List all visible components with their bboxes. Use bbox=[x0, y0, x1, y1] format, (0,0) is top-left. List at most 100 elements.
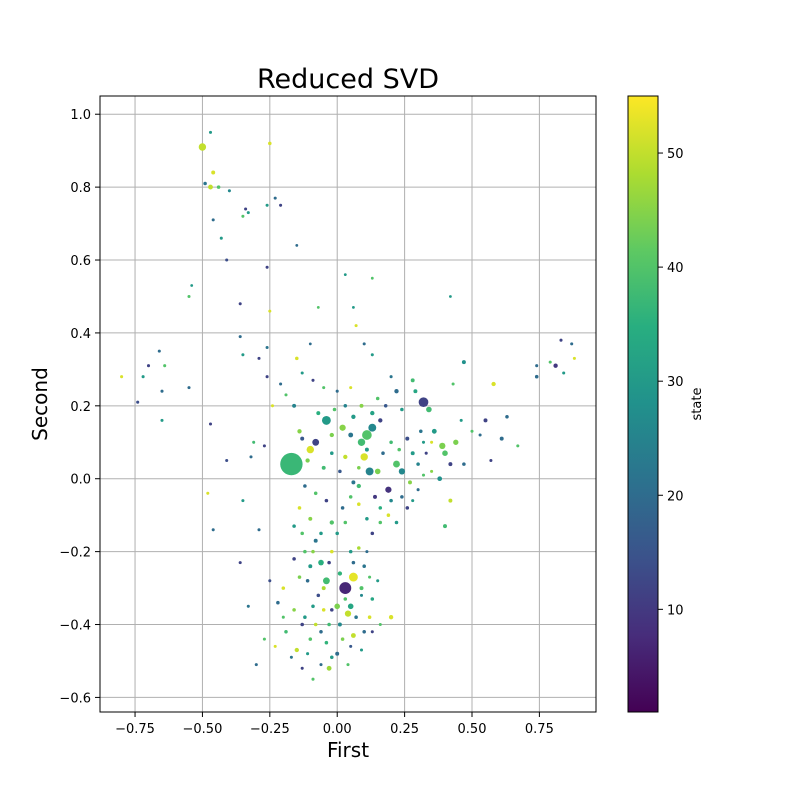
scatter-point bbox=[246, 211, 250, 215]
scatter-point bbox=[311, 378, 315, 382]
scatter-point bbox=[270, 404, 275, 408]
scatter-point bbox=[419, 429, 423, 434]
y-tick-label: 1.0 bbox=[70, 108, 91, 123]
chart-title: Reduced SVD bbox=[257, 64, 439, 95]
scatter-point bbox=[316, 306, 320, 309]
colorbar-tick-label: 10 bbox=[667, 603, 684, 618]
scatter-point bbox=[308, 516, 313, 521]
scatter-point bbox=[136, 400, 140, 404]
scatter-point bbox=[198, 143, 207, 151]
scatter-point bbox=[225, 458, 229, 463]
scatter-point bbox=[343, 520, 348, 525]
scatter-point bbox=[343, 404, 348, 408]
scatter-point bbox=[319, 663, 323, 667]
scatter-point bbox=[187, 386, 191, 390]
y-tick-label: 0.8 bbox=[70, 181, 91, 196]
colorbar-tick-label: 30 bbox=[667, 375, 684, 390]
scatter-point bbox=[373, 494, 377, 499]
scatter-point bbox=[416, 462, 420, 466]
scatter-point bbox=[300, 666, 304, 670]
scatter-point bbox=[400, 495, 404, 499]
scatter-point bbox=[430, 469, 434, 473]
scatter-point bbox=[461, 360, 466, 365]
scatter-point bbox=[421, 440, 426, 444]
scatter-point bbox=[327, 560, 331, 565]
scatter-point bbox=[312, 438, 320, 446]
scatter-point bbox=[208, 130, 213, 134]
scatter-point bbox=[413, 389, 418, 394]
scatter-point bbox=[376, 579, 380, 583]
scatter-point bbox=[386, 513, 391, 517]
scatter-point bbox=[359, 593, 364, 597]
scatter-point bbox=[238, 302, 242, 306]
scatter-point bbox=[300, 371, 304, 375]
scatter-point bbox=[303, 615, 307, 619]
scatter-point bbox=[225, 258, 229, 262]
scatter-point bbox=[449, 295, 452, 298]
scatter-point bbox=[300, 436, 305, 441]
scatter-point bbox=[348, 572, 358, 582]
scatter-point bbox=[279, 382, 283, 386]
x-tick-label: 0.50 bbox=[458, 722, 487, 737]
x-tick-label: 0.00 bbox=[323, 722, 352, 737]
x-tick-label: 0.75 bbox=[525, 722, 554, 737]
scatter-point bbox=[426, 406, 432, 413]
scatter-point bbox=[448, 462, 453, 467]
scatter-point bbox=[303, 484, 307, 488]
scatter-point bbox=[443, 524, 447, 529]
y-tick-label: 0.2 bbox=[70, 400, 91, 415]
scatter-point bbox=[335, 651, 340, 656]
scatter-point bbox=[439, 442, 446, 450]
scatter-point bbox=[284, 393, 288, 397]
scatter-point bbox=[348, 549, 353, 554]
x-tick-label: 0.25 bbox=[390, 722, 419, 737]
scatter-point bbox=[340, 637, 345, 641]
scatter-point bbox=[265, 345, 269, 350]
scatter-point bbox=[453, 439, 459, 445]
scatter-point bbox=[378, 622, 382, 627]
scatter-point bbox=[329, 520, 334, 525]
scatter-point bbox=[408, 480, 412, 485]
scatter-point bbox=[410, 378, 415, 383]
scatter-point bbox=[241, 353, 245, 357]
scatter-point bbox=[321, 465, 326, 470]
scatter-point bbox=[421, 473, 426, 477]
scatter-point bbox=[292, 403, 297, 408]
x-axis-label: First bbox=[327, 738, 369, 762]
scatter-point bbox=[394, 389, 399, 394]
scatter-point bbox=[292, 524, 296, 528]
scatter-point bbox=[368, 423, 377, 432]
scatter-point bbox=[311, 549, 315, 554]
scatter-point bbox=[370, 531, 375, 536]
scatter-point bbox=[190, 284, 194, 287]
scatter-point bbox=[340, 506, 345, 510]
scatter-point bbox=[343, 273, 347, 276]
scatter-point bbox=[548, 360, 552, 364]
scatter-point bbox=[246, 604, 250, 608]
scatter-point bbox=[393, 460, 400, 468]
scatter-point bbox=[562, 371, 566, 375]
scatter-point bbox=[295, 244, 299, 247]
scatter-point bbox=[362, 564, 366, 568]
scatter-point bbox=[337, 571, 343, 576]
scatter-point bbox=[367, 615, 372, 619]
scatter-point bbox=[365, 517, 369, 521]
scatter-point bbox=[308, 564, 313, 569]
scatter-point bbox=[356, 483, 361, 489]
scatter-point bbox=[400, 407, 404, 412]
scatter-point bbox=[211, 170, 216, 175]
scatter-point bbox=[559, 338, 563, 342]
scatter-point bbox=[265, 203, 269, 207]
scatter-point bbox=[311, 677, 315, 681]
scatter-point bbox=[322, 577, 330, 585]
scatter-point bbox=[535, 364, 539, 368]
scatter-point bbox=[295, 356, 299, 361]
y-tick-label: −0.2 bbox=[59, 546, 91, 561]
scatter-point bbox=[262, 444, 266, 448]
scatter-point bbox=[305, 579, 310, 583]
scatter-point bbox=[329, 432, 334, 438]
scatter-point bbox=[313, 491, 318, 496]
scatter-point bbox=[357, 438, 366, 446]
scatter-point bbox=[294, 647, 299, 653]
scatter-point bbox=[343, 454, 348, 460]
